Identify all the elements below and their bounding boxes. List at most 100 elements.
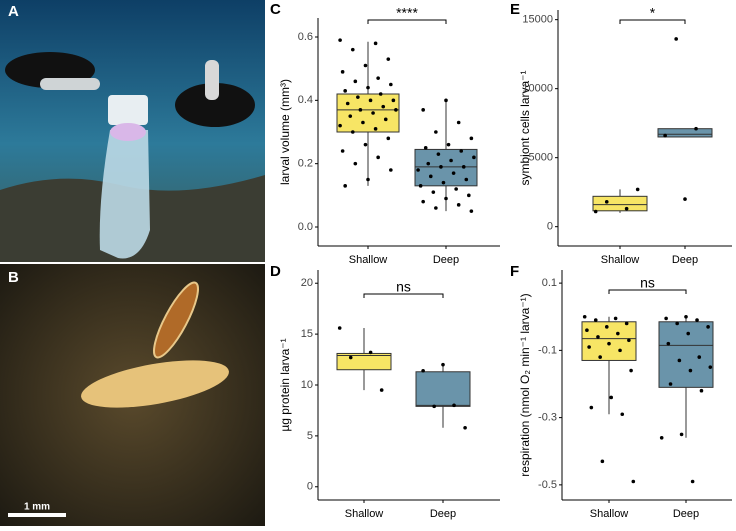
data-point bbox=[431, 190, 436, 194]
y-axis-title: symbiont cells larva⁻¹ bbox=[518, 70, 532, 185]
y-tick-label: 15000 bbox=[522, 14, 553, 26]
data-point bbox=[659, 435, 664, 440]
data-point bbox=[376, 155, 380, 160]
data-point bbox=[366, 177, 370, 182]
y-tick-label: 0 bbox=[547, 221, 553, 233]
significance-bracket bbox=[619, 19, 686, 24]
data-point bbox=[624, 321, 629, 326]
x-tick-label: Deep bbox=[673, 508, 699, 520]
data-point bbox=[469, 136, 474, 141]
data-point bbox=[452, 403, 456, 408]
y-tick-label: 5000 bbox=[529, 152, 553, 164]
data-point bbox=[706, 325, 710, 329]
panel-letter: E bbox=[510, 1, 520, 18]
data-point bbox=[361, 120, 365, 125]
data-point bbox=[363, 63, 368, 68]
data-point bbox=[666, 341, 671, 346]
data-point bbox=[350, 47, 355, 52]
data-point bbox=[587, 345, 591, 349]
data-point bbox=[449, 158, 453, 163]
data-point bbox=[428, 174, 433, 179]
significance-label: **** bbox=[396, 5, 418, 21]
box bbox=[336, 93, 400, 133]
data-point bbox=[695, 318, 699, 322]
data-point bbox=[338, 123, 342, 128]
data-point bbox=[376, 76, 380, 80]
scale-bar-label: 1 mm bbox=[24, 502, 50, 513]
y-tick-label: -0.1 bbox=[538, 344, 557, 356]
significance-bracket bbox=[363, 293, 444, 298]
significance-label: ns bbox=[640, 275, 655, 291]
x-tick-label: Deep bbox=[672, 254, 698, 266]
data-point bbox=[358, 108, 363, 112]
data-point bbox=[368, 350, 373, 355]
x-tick-label: Shallow bbox=[590, 508, 629, 520]
data-point bbox=[366, 85, 370, 90]
data-point bbox=[472, 155, 476, 160]
box bbox=[658, 321, 714, 388]
data-point bbox=[464, 177, 469, 182]
panel-letter: D bbox=[270, 263, 281, 280]
data-point bbox=[348, 355, 353, 360]
photo-b bbox=[0, 264, 265, 526]
y-tick-label: 0.4 bbox=[298, 94, 313, 106]
data-point bbox=[694, 126, 698, 131]
data-point bbox=[340, 149, 345, 153]
box bbox=[581, 321, 637, 361]
y-tick-label: 0.0 bbox=[298, 221, 313, 233]
data-point bbox=[616, 331, 620, 336]
y-axis-title: larval volume (mm³) bbox=[278, 79, 292, 185]
data-point bbox=[421, 199, 425, 204]
data-point bbox=[620, 412, 625, 417]
y-tick-label: 0.6 bbox=[298, 31, 313, 43]
y-tick-label: -0.5 bbox=[538, 479, 557, 491]
data-point bbox=[624, 206, 629, 211]
x-tick-label: Shallow bbox=[349, 254, 388, 266]
data-point bbox=[378, 92, 383, 96]
data-point bbox=[683, 197, 687, 201]
data-point bbox=[389, 82, 393, 87]
data-point bbox=[459, 149, 464, 153]
data-point bbox=[600, 459, 605, 464]
data-point bbox=[604, 200, 609, 204]
data-point bbox=[463, 425, 467, 430]
data-point bbox=[618, 348, 622, 353]
box bbox=[657, 128, 713, 138]
data-point bbox=[451, 171, 456, 175]
data-point bbox=[454, 187, 458, 191]
significance-bracket bbox=[367, 19, 447, 24]
data-point bbox=[609, 395, 614, 400]
data-point bbox=[456, 203, 461, 207]
data-point bbox=[674, 37, 678, 41]
data-point bbox=[664, 316, 668, 321]
data-point bbox=[423, 146, 428, 150]
box bbox=[592, 195, 648, 212]
data-point bbox=[421, 368, 425, 373]
y-tick-label: 0.2 bbox=[298, 158, 313, 170]
data-point bbox=[677, 358, 682, 363]
data-point bbox=[598, 355, 602, 359]
x-tick-label: Shallow bbox=[345, 508, 384, 520]
y-axis-title: µg protein larva⁻¹ bbox=[278, 338, 292, 431]
panel-letter: C bbox=[270, 1, 281, 18]
panel-letter: F bbox=[510, 263, 519, 280]
data-point bbox=[434, 130, 438, 134]
y-tick-label: 0.1 bbox=[542, 277, 557, 289]
data-point bbox=[444, 98, 448, 103]
data-point bbox=[456, 120, 461, 125]
data-point bbox=[675, 321, 679, 326]
data-point bbox=[668, 382, 673, 386]
data-point bbox=[436, 152, 441, 156]
data-point bbox=[688, 368, 693, 373]
data-point bbox=[391, 98, 396, 103]
data-point bbox=[461, 165, 466, 169]
y-tick-label: 10000 bbox=[522, 83, 553, 95]
panel-letter: B bbox=[8, 269, 19, 286]
data-point bbox=[418, 184, 423, 188]
data-point bbox=[585, 328, 589, 332]
data-point bbox=[441, 180, 446, 185]
data-point bbox=[635, 187, 640, 192]
data-point bbox=[343, 89, 347, 93]
data-point bbox=[394, 108, 398, 112]
